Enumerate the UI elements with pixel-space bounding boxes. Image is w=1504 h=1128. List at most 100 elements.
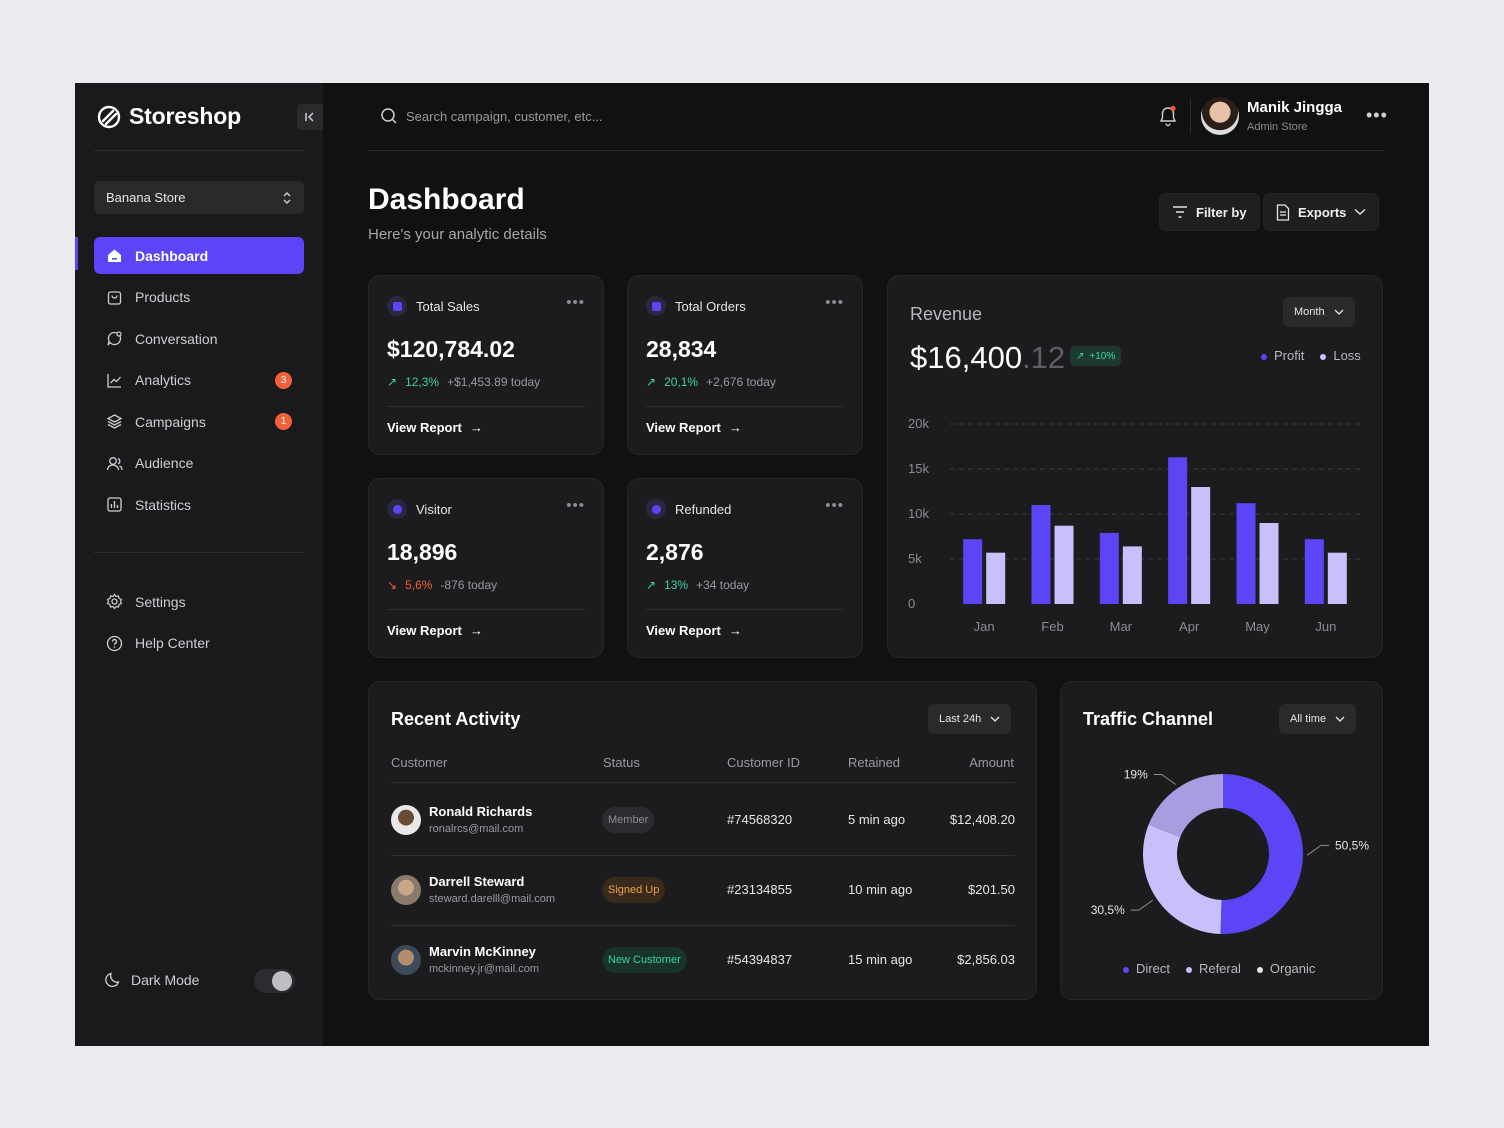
slice-label-leader xyxy=(1153,774,1177,785)
column-header-status: Status xyxy=(603,755,640,770)
view-report-label: View Report xyxy=(387,623,462,638)
legend-item-direct: Direct xyxy=(1123,961,1170,976)
stat-percent: 5,6% xyxy=(405,578,433,592)
customer-id: #74568320 xyxy=(727,812,793,827)
sidebar-item-label: Settings xyxy=(135,593,186,610)
retained-time: 10 min ago xyxy=(848,882,913,897)
more-options-icon[interactable]: ••• xyxy=(825,294,844,311)
stat-title: Refunded xyxy=(675,501,732,517)
search-bar[interactable]: Search campaign, customer, etc... xyxy=(380,107,603,125)
stat-today: +2,676 today xyxy=(706,375,776,389)
moon-icon xyxy=(105,972,120,987)
arrow-right-icon: → xyxy=(728,420,742,435)
sidebar-item-statistics[interactable]: Statistics xyxy=(94,486,304,523)
legend-item-referal: Referal xyxy=(1185,961,1241,976)
sidebar-item-help-center[interactable]: Help Center xyxy=(94,625,304,662)
sidebar-item-conversation[interactable]: Conversation xyxy=(94,320,304,357)
status-badge: New Customer xyxy=(602,947,687,973)
view-report-link[interactable]: View Report → xyxy=(646,623,742,638)
search-input[interactable]: Search campaign, customer, etc... xyxy=(406,108,603,124)
row-divider xyxy=(391,925,1015,926)
period-select[interactable]: Month xyxy=(1283,297,1355,327)
arrow-right-icon: → xyxy=(469,623,483,638)
users-icon xyxy=(106,455,123,472)
customer-name: Darrell Steward xyxy=(429,874,525,889)
stat-title: Total Orders xyxy=(675,298,746,314)
stat-percent: 12,3% xyxy=(405,375,440,389)
brand-logo[interactable]: Storeshop xyxy=(97,103,241,130)
sidebar-item-dashboard[interactable]: Dashboard xyxy=(94,237,304,274)
arrow-right-icon: → xyxy=(728,623,742,638)
more-options-icon[interactable]: ••• xyxy=(566,497,585,514)
view-report-link[interactable]: View Report → xyxy=(387,623,483,638)
activity-time-select[interactable]: Last 24h xyxy=(928,704,1012,734)
sidebar-item-label: Help Center xyxy=(135,635,210,651)
view-report-link[interactable]: View Report → xyxy=(387,420,483,435)
more-options-icon[interactable]: ••• xyxy=(566,294,585,311)
legend-label: Direct xyxy=(1136,961,1170,976)
slice-referal xyxy=(1143,824,1222,934)
more-options-icon[interactable]: ••• xyxy=(1366,105,1388,125)
sidebar-item-products[interactable]: Products xyxy=(94,279,304,316)
user-role: Admin Store xyxy=(1247,121,1308,133)
table-row[interactable]: Ronald Richards ronalrcs@mail.com Member… xyxy=(391,785,1015,855)
stat-title: Total Sales xyxy=(416,298,480,314)
revenue-title: Revenue xyxy=(910,304,983,324)
notification-button[interactable] xyxy=(1158,105,1178,132)
dark-mode-toggle[interactable] xyxy=(254,969,295,993)
revenue-card: Revenue $16,400.12 ↗ +10% Month Profit Lo… xyxy=(887,275,1383,658)
gear-icon xyxy=(106,593,123,610)
filter-button[interactable]: Filter by xyxy=(1159,193,1260,231)
stat-change: ↗ 12,3% +$1,453.89 today xyxy=(387,375,540,389)
customer-name: Marvin McKinney xyxy=(429,944,536,959)
collapse-sidebar-button[interactable] xyxy=(297,104,323,130)
chevron-down-icon xyxy=(990,716,1000,722)
x-tick-label: Apr xyxy=(1179,619,1200,634)
filter-label: Filter by xyxy=(1196,204,1247,220)
store-selector[interactable]: Banana Store xyxy=(94,181,304,214)
document-icon xyxy=(1276,203,1290,221)
customer-id: #54394837 xyxy=(727,952,793,967)
legend-label: Referal xyxy=(1198,961,1241,976)
sidebar-item-audience[interactable]: Audience xyxy=(94,445,304,482)
user-name[interactable]: Manik Jingga xyxy=(1247,99,1343,116)
card-divider xyxy=(646,609,844,610)
x-tick-label: May xyxy=(1245,619,1270,634)
traffic-time-select[interactable]: All time xyxy=(1279,704,1357,734)
status-badge: Signed Up xyxy=(602,877,666,903)
table-row[interactable]: Marvin McKinney mckinney.jr@mail.com New… xyxy=(391,925,1015,995)
stat-card-total-sales: Total Sales ••• $120,784.02 ↗ 12,3% +$1,… xyxy=(368,275,604,455)
sidebar-item-label: Conversation xyxy=(135,330,218,347)
more-options-icon[interactable]: ••• xyxy=(825,497,844,514)
row-divider xyxy=(391,855,1015,856)
stat-header: Visitor xyxy=(387,499,452,519)
avatar xyxy=(391,945,421,975)
x-tick-label: Mar xyxy=(1110,619,1133,634)
user-avatar[interactable] xyxy=(1201,97,1239,135)
bar-chart-icon xyxy=(106,496,123,513)
view-report-label: View Report xyxy=(646,420,721,435)
retained-time: 15 min ago xyxy=(848,952,913,967)
sidebar-item-campaigns[interactable]: Campaigns 1 xyxy=(94,403,304,440)
slice-label-leader xyxy=(1130,899,1154,911)
sidebar-nav: Dashboard Products Conversation Analytic… xyxy=(94,237,304,528)
exports-button[interactable]: Exports xyxy=(1263,193,1380,231)
sidebar-item-settings[interactable]: Settings xyxy=(94,583,304,620)
stat-change: ↗ 20,1% +2,676 today xyxy=(646,375,776,389)
sidebar-item-analytics[interactable]: Analytics 3 xyxy=(94,362,304,399)
column-header-amount: Amount xyxy=(969,755,1014,770)
trend-down-icon: ↘ xyxy=(387,578,398,592)
brand-name: Storeshop xyxy=(129,103,241,129)
bar-profit-feb xyxy=(1031,505,1051,604)
revenue-badge-text: +10% xyxy=(1089,350,1116,362)
amount: $2,856.03 xyxy=(957,952,1015,967)
column-header-customer: Customer xyxy=(391,755,448,770)
arrow-right-icon: → xyxy=(469,420,483,435)
y-tick-label: 15k xyxy=(908,461,929,476)
view-report-link[interactable]: View Report → xyxy=(646,420,742,435)
stat-header: Refunded xyxy=(646,499,731,519)
customer-email: ronalrcs@mail.com xyxy=(429,823,524,835)
table-row[interactable]: Darrell Steward steward.darelll@mail.com… xyxy=(391,855,1015,925)
bar-loss-feb xyxy=(1054,525,1074,604)
y-tick-label: 20k xyxy=(908,416,929,431)
